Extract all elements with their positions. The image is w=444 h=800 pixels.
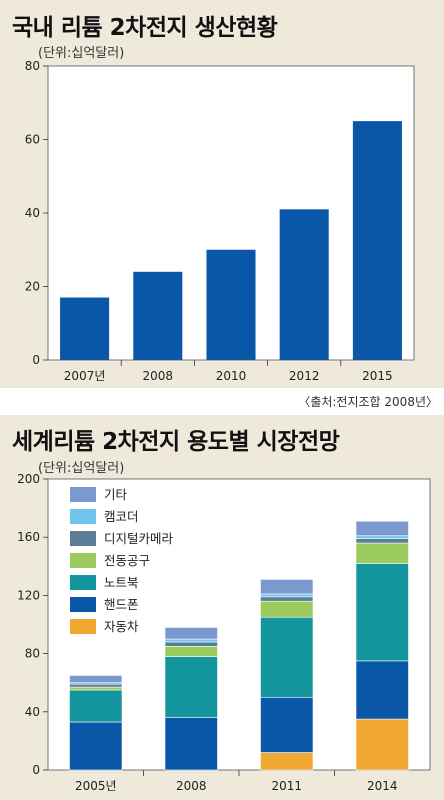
bar — [133, 271, 183, 360]
bar — [60, 297, 110, 360]
bar-segment — [355, 542, 409, 564]
bar-segment — [355, 718, 409, 771]
y-tick-label: 160 — [17, 530, 40, 544]
x-tick-label: 2008 — [143, 369, 174, 383]
y-tick-label: 40 — [25, 705, 40, 719]
bar — [206, 249, 256, 360]
bar-segment — [164, 656, 218, 718]
x-tick-label: 2007년 — [64, 369, 106, 383]
bar-segment — [164, 641, 218, 647]
bar-segment — [355, 520, 409, 537]
unit-label: (단위:십억달러) — [38, 46, 125, 61]
y-tick-label: 20 — [25, 280, 40, 294]
y-tick-label: 40 — [25, 206, 40, 220]
bar-segment — [164, 627, 218, 640]
y-tick-label: 120 — [17, 588, 40, 602]
bar-segment — [260, 616, 314, 698]
legend-label: 캠코더 — [104, 509, 139, 524]
bar-segment — [164, 717, 218, 771]
legend-swatch — [70, 619, 96, 634]
legend-label: 노트북 — [104, 575, 139, 590]
y-tick-label: 0 — [32, 763, 40, 777]
legend-label: 자동차 — [104, 619, 139, 634]
legend-label: 기타 — [104, 487, 128, 502]
bar-segment — [69, 683, 123, 688]
bar-segment — [69, 686, 123, 691]
bar-segment — [69, 689, 123, 723]
bar-segment — [355, 660, 409, 720]
y-tick-label: 200 — [17, 472, 40, 486]
legend-swatch — [70, 553, 96, 568]
legend-label: 전동공구 — [104, 553, 150, 568]
y-tick-label: 80 — [25, 647, 40, 661]
y-tick-label: 0 — [32, 353, 40, 367]
legend-swatch — [70, 509, 96, 524]
y-tick-label: 80 — [25, 59, 40, 73]
chart-title: 국내 리튬 2차전지 생산현황 — [12, 15, 278, 41]
bar-segment — [260, 593, 314, 598]
bar-segment — [355, 535, 409, 539]
x-tick-label: 2005년 — [75, 779, 117, 793]
global-market-stacked-bar-chart: 0 40 80 120 160 200 2005년 2008 2011 2014 기타캠코더디지털카… — [17, 472, 431, 793]
chart-panel-domestic: 국내 리튬 2차전지 생산현황 (단위:십억달러) 0 20 40 60 80 2007년… — [0, 0, 444, 388]
legend-swatch — [70, 487, 96, 502]
domestic-production-bar-chart: 0 20 40 60 80 2007년 2008 2010 2012 2015 — [25, 59, 415, 383]
legend-swatch — [70, 531, 96, 546]
legend-swatch — [70, 597, 96, 612]
x-tick-label: 2015 — [362, 369, 393, 383]
legend-label: 디지털카메라 — [104, 531, 174, 546]
bar-segment — [69, 675, 123, 683]
bar-segment — [355, 538, 409, 544]
unit-label: (단위:십억달러) — [38, 461, 125, 476]
legend-label: 핸드폰 — [104, 597, 139, 612]
x-tick-label: 2008 — [176, 779, 207, 793]
bar-segment — [260, 596, 314, 602]
bar-segment — [355, 563, 409, 662]
bar-segment — [260, 752, 314, 771]
x-tick-label: 2014 — [367, 779, 398, 793]
x-tick-label: 2010 — [216, 369, 247, 383]
chart-panel-global: 세계리튬 2차전지 용도별 시장전망 (단위:십억달러) 0 40 80 120 160… — [0, 415, 444, 800]
bar-segment — [260, 579, 314, 595]
y-tick-label: 60 — [25, 133, 40, 147]
bar-segment — [164, 646, 218, 657]
bar-segment — [260, 600, 314, 618]
bar-segment — [164, 638, 218, 643]
bar — [279, 209, 329, 360]
bar-segment — [69, 721, 123, 771]
x-tick-label: 2012 — [289, 369, 320, 383]
legend-swatch — [70, 575, 96, 590]
chart-title: 세계리튬 2차전지 용도별 시장전망 — [12, 429, 340, 455]
source-note: 〈출처:전지조합 2008년〉 — [298, 395, 438, 409]
bar — [352, 121, 402, 360]
bar-segment — [260, 696, 314, 753]
x-tick-label: 2011 — [271, 779, 302, 793]
